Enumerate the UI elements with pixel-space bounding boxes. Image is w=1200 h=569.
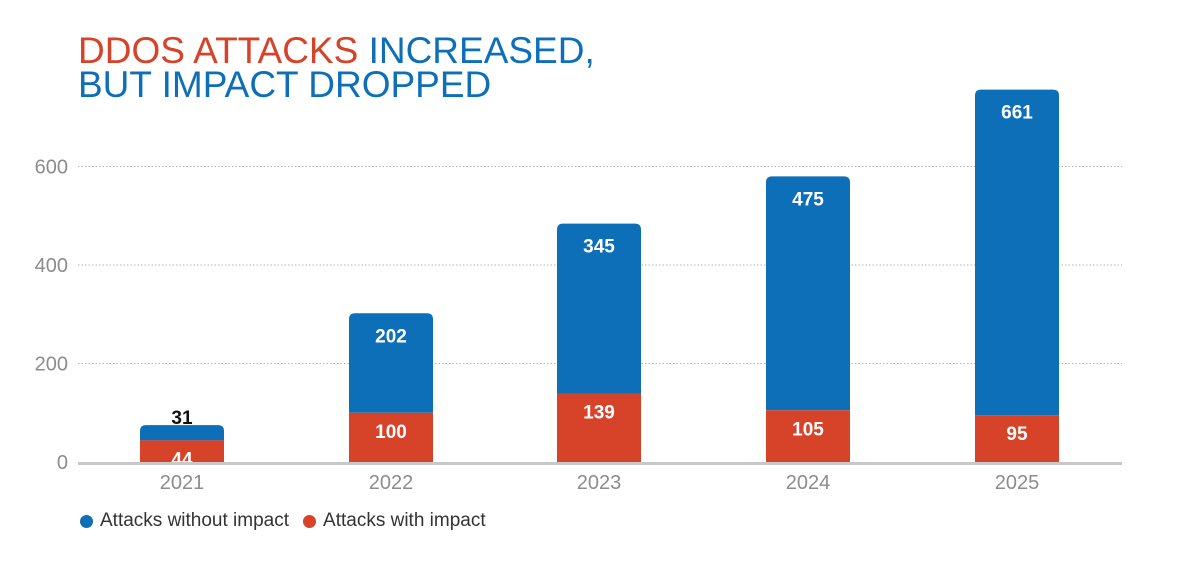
legend-label-with-impact: Attacks with impact: [323, 510, 486, 531]
bar-with-impact-2022: [349, 412, 433, 462]
legend: Attacks without impact Attacks with impa…: [80, 510, 500, 532]
bar-without-impact-2023: [557, 223, 641, 394]
data-label-with-impact: 44: [171, 449, 193, 470]
data-label-with-impact: 139: [583, 403, 615, 424]
x-tick-label: 2021: [160, 472, 205, 494]
bar-with-impact-2024: [766, 410, 850, 462]
legend-item-without-impact: Attacks without impact: [80, 510, 289, 532]
title-blue-part-2: BUT IMPACT DROPPED: [78, 64, 492, 105]
bar-with-impact-2021: [140, 440, 224, 462]
legend-label-without-impact: Attacks without impact: [100, 510, 290, 531]
bar-without-impact-2022: [349, 313, 433, 413]
x-tick-label: 2025: [995, 472, 1040, 494]
y-tick-label: 600: [35, 157, 68, 179]
data-label-without-impact: 475: [792, 189, 824, 210]
title-red-part: DDOS ATTACKS: [78, 30, 359, 71]
y-tick-label: 200: [35, 354, 68, 376]
title-line-1: DDOS ATTACKS INCREASED,: [78, 32, 595, 69]
legend-dot-with-impact: [303, 514, 317, 528]
data-label-with-impact: 100: [375, 422, 407, 443]
data-label-without-impact: 661: [1001, 103, 1033, 124]
legend-item-with-impact: Attacks with impact: [303, 510, 486, 532]
data-label-without-impact: 202: [375, 326, 407, 347]
x-tick-label: 2023: [577, 472, 622, 494]
title-blue-part-1: INCREASED,: [358, 30, 595, 71]
legend-dot-without-impact: [80, 514, 93, 528]
bar-without-impact-2024: [766, 176, 850, 411]
bar-with-impact-2025: [975, 415, 1059, 462]
x-tick-label: 2022: [369, 472, 414, 494]
y-tick-label: 0: [57, 452, 68, 474]
data-label-without-impact: 345: [583, 237, 615, 258]
data-label-with-impact: 105: [792, 419, 824, 440]
chart-title: DDOS ATTACKS INCREASED, BUT IMPACT DROPP…: [78, 32, 595, 105]
x-tick-label: 2024: [786, 472, 831, 494]
bar-without-impact-2025: [975, 89, 1059, 416]
data-label-with-impact: 95: [1006, 424, 1028, 445]
data-label-without-impact: 31: [171, 408, 193, 429]
bar-without-impact-2021: [140, 425, 224, 441]
bar-with-impact-2023: [557, 393, 641, 462]
y-tick-label: 400: [35, 255, 68, 277]
